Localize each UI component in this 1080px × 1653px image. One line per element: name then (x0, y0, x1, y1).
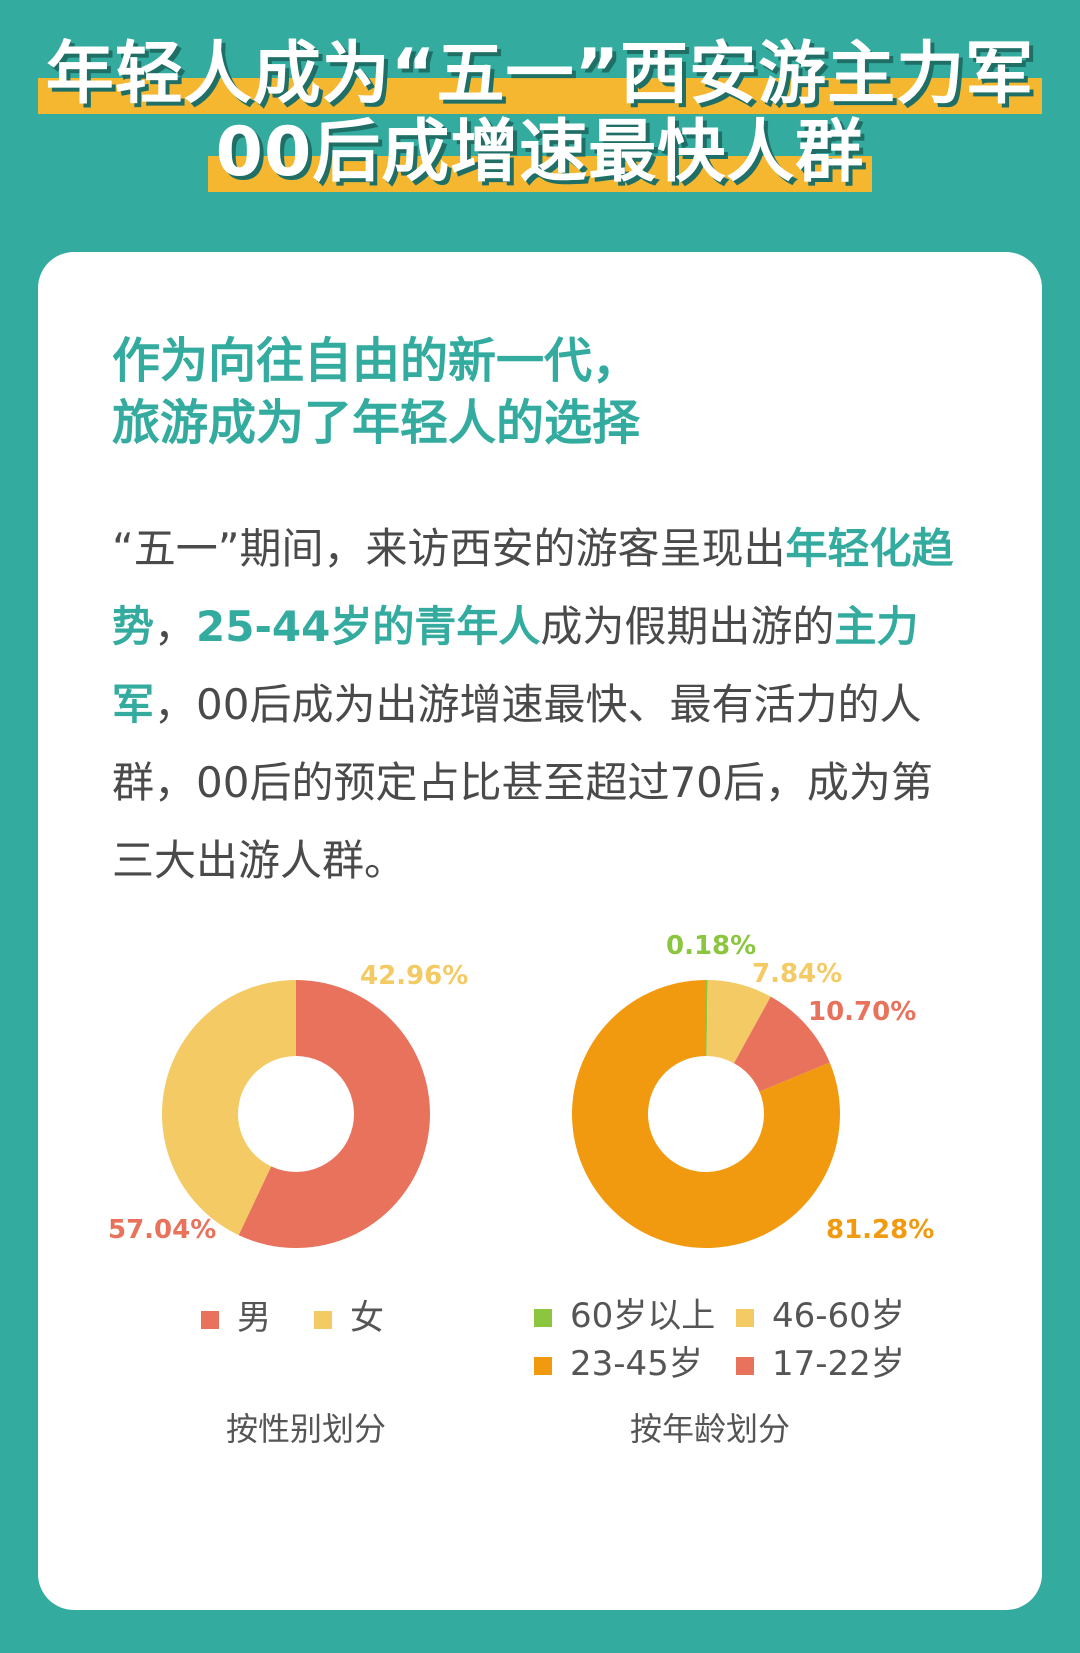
paragraph-text: “五一”期间，来访西安的游客呈现出 (112, 524, 786, 573)
slice-value-label: 81.28% (826, 1215, 934, 1245)
legend-label: 女 (350, 1298, 384, 1338)
legend-swatch (534, 1356, 552, 1375)
legend-swatch (201, 1310, 219, 1329)
paragraph-text: 成为假期出游的 (540, 602, 835, 651)
donut-slice (734, 996, 830, 1092)
paragraph-emphasis: 主力军 (112, 602, 919, 729)
donut-slice (161, 980, 296, 1236)
legend-swatch (736, 1308, 754, 1327)
slice-value-label: 10.70% (808, 997, 916, 1027)
title-text-1: 年轻人成为“五一”西安游主力军 (45, 35, 1035, 114)
paragraph-emphasis: 年轻化趋势 (112, 524, 954, 651)
legend-swatch (314, 1310, 332, 1329)
subheading-line-2: 旅游成为了年轻人的选择 (112, 395, 641, 451)
donut-slice (238, 980, 430, 1248)
legend-item-23-45: 23-45岁 (534, 1336, 703, 1385)
donut-slice (706, 980, 771, 1064)
legend-item-60plus: 60岁以上 (534, 1288, 715, 1337)
legend-item-17-22: 17-22岁 (736, 1336, 905, 1385)
content-card: 作为向往自由的新一代， 旅游成为了年轻人的选择 “五一”期间，来访西安的游客呈现… (38, 252, 1042, 1610)
slice-value-label: 57.04% (108, 1215, 216, 1245)
legend-swatch (534, 1308, 552, 1327)
slice-value-label: 0.18% (666, 931, 756, 961)
subheading-line-1: 作为向往自由的新一代， (112, 333, 641, 389)
legend-label: 23-45岁 (570, 1344, 703, 1384)
legend-label: 男 (237, 1298, 271, 1338)
slice-value-label: 7.84% (752, 959, 842, 989)
legend-swatch (736, 1356, 754, 1375)
title-text-2: 00后成增速最快人群 (215, 113, 865, 192)
title-line-2-wrap: 00后成增速最快人群 (0, 113, 1080, 192)
title-line-1-wrap: 年轻人成为“五一”西安游主力军 (0, 35, 1080, 114)
legend-item-male: 男 (201, 1290, 271, 1339)
legend-label: 17-22岁 (772, 1344, 905, 1384)
title-line-1: 年轻人成为“五一”西安游主力军 (37, 35, 1043, 114)
donut-slice (572, 980, 841, 1248)
section-subheading: 作为向往自由的新一代， 旅游成为了年轻人的选择 (112, 330, 640, 454)
legend-label: 60岁以上 (570, 1296, 716, 1336)
title-line-2: 00后成增速最快人群 (207, 113, 873, 192)
donut-charts: 57.04% 42.96% 0.18%7.84% 10.70% 81.28% (108, 931, 934, 1248)
body-paragraph: “五一”期间，来访西安的游客呈现出年轻化趋势，25-44岁的青年人成为假期出游的… (112, 510, 972, 900)
legend-item-46-60: 46-60岁 (736, 1288, 905, 1337)
legend-item-female: 女 (314, 1290, 384, 1339)
donut-slice (706, 980, 708, 1057)
paragraph-emphasis: 25-44岁的青年人 (196, 602, 541, 651)
chart-caption-age: 按年龄划分 (629, 1410, 790, 1448)
paragraph-text: ，00后成为出游增速最快、最有活力的人群，00后的预定占比甚至超过70后，成为第… (112, 680, 933, 885)
paragraph-text: ， (154, 602, 197, 651)
slice-value-label: 42.96% (360, 961, 468, 991)
chart-caption-gender: 按性别划分 (225, 1410, 386, 1448)
legend-label: 46-60岁 (772, 1296, 905, 1336)
